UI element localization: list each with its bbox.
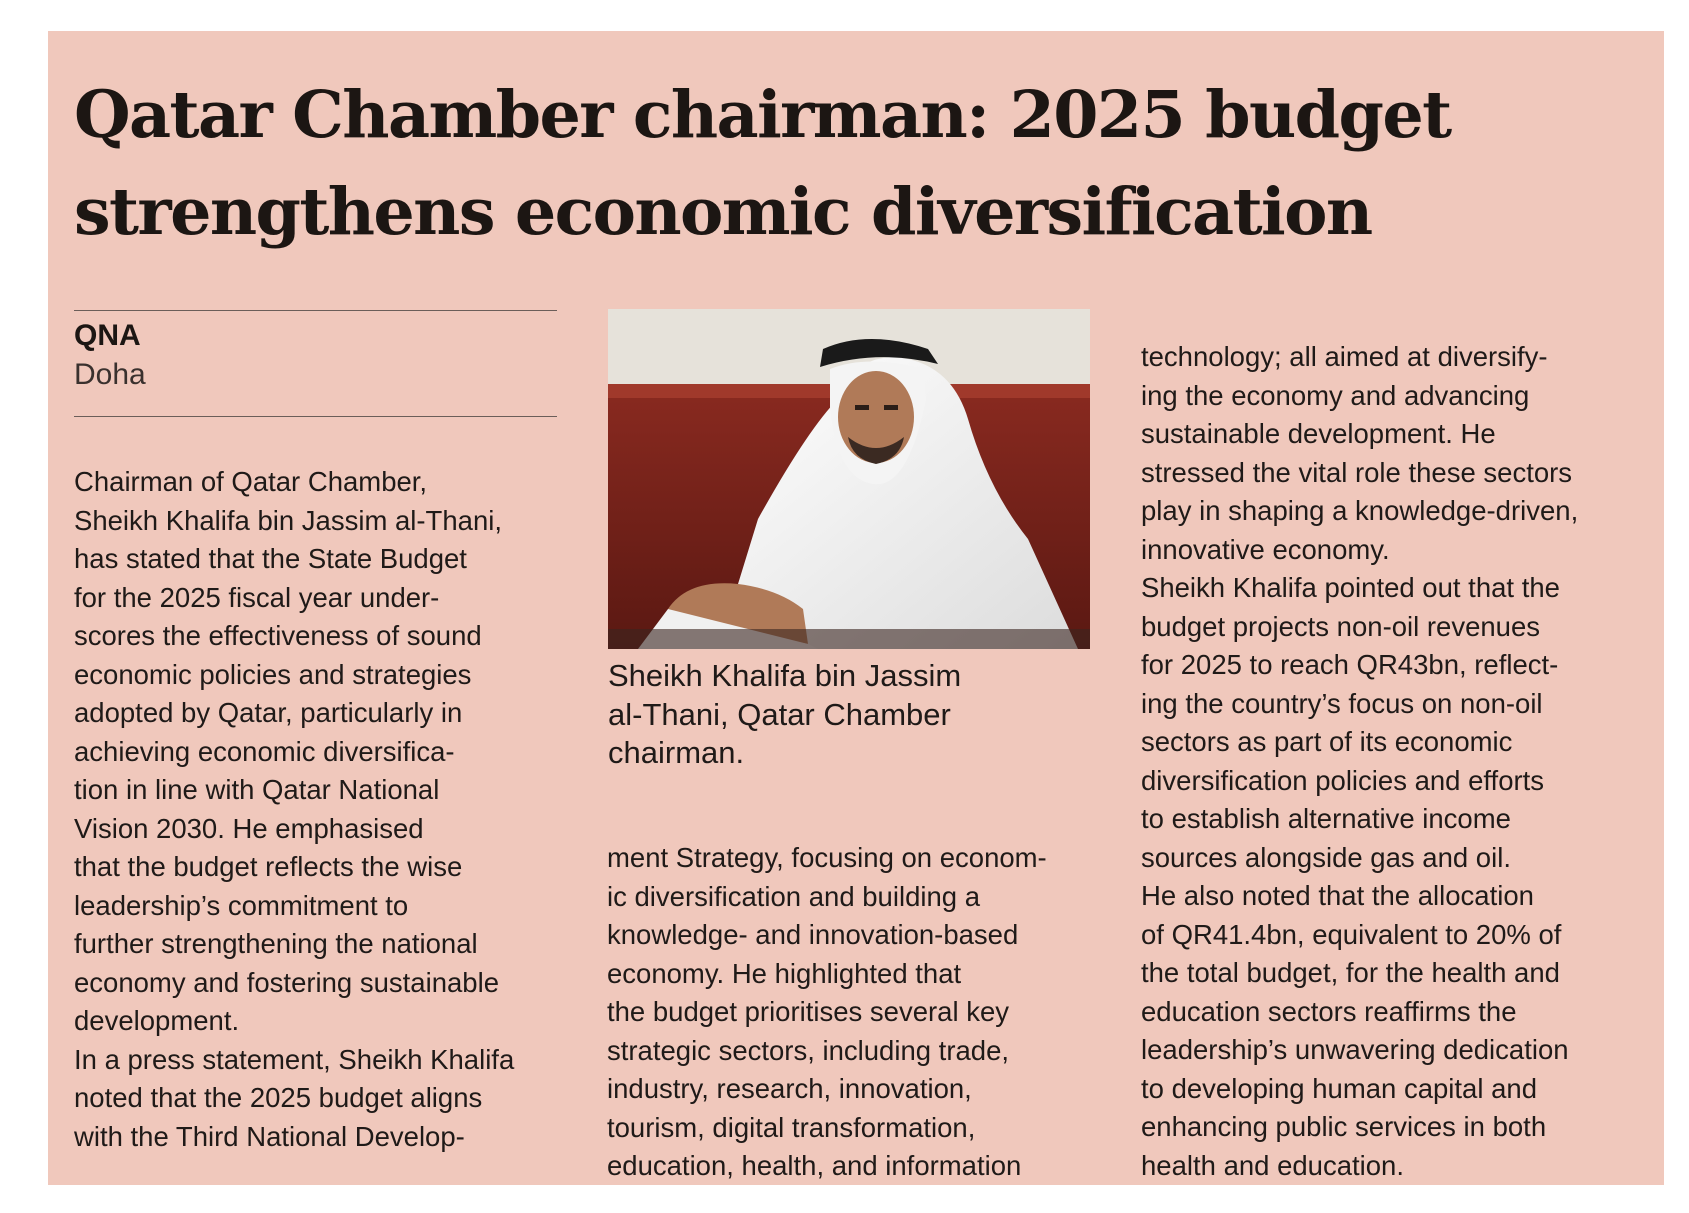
caption-line: al-Thani, Qatar Chamber	[608, 696, 951, 732]
text-line: Chairman of Qatar Chamber,	[74, 466, 428, 497]
text-line: further strengthening the national	[74, 928, 478, 959]
text-line: has stated that the State Budget	[74, 543, 467, 574]
byline-bottom-rule	[74, 416, 557, 417]
article-column-1: Chairman of Qatar Chamber, Sheikh Khalifa…	[74, 463, 514, 1156]
photo-caption: Sheikh Khalifa bin Jassim al-Thani, Qata…	[608, 657, 961, 773]
text-line: ment Strategy, focusing on econom-	[607, 842, 1047, 873]
chairman-photo	[608, 309, 1090, 649]
headline-line: Qatar Chamber chairman: 2025 budget	[74, 77, 1452, 153]
text-line: In a press statement, Sheikh Khalifa	[74, 1043, 515, 1075]
text-line: for the 2025 fiscal year under-	[74, 581, 440, 613]
article-column-2: ment Strategy, focusing on econom-ic div…	[607, 839, 1047, 1186]
text-line: tourism, digital transformation,	[607, 1111, 976, 1143]
text-line: to developing human capital and	[1141, 1072, 1537, 1104]
headline-line: strengthens economic diversification	[74, 174, 1373, 250]
text-line: leadership’s commitment to	[74, 889, 409, 921]
text-line: adopted by Qatar, particularly in	[74, 697, 463, 728]
text-line: to establish alternative income	[1141, 803, 1511, 834]
text-line: stressed the vital role these sectors	[1141, 456, 1573, 488]
text-line: education, health, and information	[607, 1150, 1022, 1181]
headline: Qatar Chamber chairman: 2025 budget stre…	[74, 67, 1644, 261]
text-line: industry, research, innovation,	[607, 1073, 972, 1104]
text-line: budget projects non-oil revenues	[1141, 610, 1541, 642]
byline-top-rule	[74, 310, 557, 311]
text-line: diversification policies and efforts	[1141, 764, 1545, 796]
byline-place: Doha	[74, 358, 146, 391]
text-line: of QR41.4bn, equivalent to 20% of	[1141, 918, 1562, 950]
text-line: sectors as part of its economic	[1141, 726, 1513, 757]
article-panel: Qatar Chamber chairman: 2025 budget stre…	[48, 31, 1664, 1185]
text-line: noted that the 2025 budget aligns	[74, 1082, 483, 1113]
text-line: achieving economic diversifica-	[74, 735, 455, 767]
text-line: ing the economy and advancing	[1141, 379, 1530, 411]
caption-line: chairman.	[608, 735, 745, 770]
text-line: Sheikh Khalifa bin Jassim al-Thani,	[74, 504, 502, 536]
text-line: with the Third National Develop-	[74, 1120, 465, 1152]
text-line: Vision 2030. He emphasised	[74, 812, 424, 844]
text-line: leadership’s unwavering dedication	[1141, 1034, 1569, 1065]
text-line: He also noted that the allocation	[1141, 880, 1534, 911]
caption-line: Sheikh Khalifa bin Jassim	[608, 658, 962, 693]
text-line: the total budget, for the health and	[1141, 957, 1560, 988]
text-line: education sectors reaffirms the	[1141, 995, 1517, 1027]
text-line: innovative economy.	[1141, 533, 1390, 565]
text-line: that the budget reflects the wise	[74, 851, 463, 882]
text-line: technology; all aimed at diversify-	[1141, 341, 1548, 372]
text-line: development.	[74, 1005, 240, 1036]
text-line: sources alongside gas and oil.	[1141, 841, 1511, 873]
byline-source: QNA	[74, 319, 141, 352]
text-line: the budget prioritises several key	[607, 996, 1010, 1027]
text-line: scores the effectiveness of sound	[74, 620, 482, 651]
text-line: economy. He highlighted that	[607, 957, 962, 989]
text-line: economic policies and strategies	[74, 658, 472, 690]
text-line: economy and fostering sustainable	[74, 966, 499, 998]
text-line: ic diversification and building a	[607, 880, 980, 912]
text-line: play in shaping a knowledge-driven,	[1141, 495, 1579, 526]
text-line: for 2025 to reach QR43bn, reflect-	[1141, 649, 1559, 680]
text-line: strategic sectors, including trade,	[607, 1034, 1009, 1066]
text-line: tion in line with Qatar National	[74, 774, 440, 805]
text-line: health and education.	[1141, 1149, 1404, 1181]
text-line: ing the country’s focus on non-oil	[1141, 687, 1543, 719]
text-line: sustainable development. He	[1141, 418, 1496, 449]
article-column-3: technology; all aimed at diversify-ing t…	[1141, 338, 1578, 1185]
text-line: Sheikh Khalifa pointed out that the	[1141, 572, 1560, 603]
text-line: enhancing public services in both	[1141, 1111, 1547, 1142]
text-line: knowledge- and innovation-based	[607, 919, 1019, 950]
